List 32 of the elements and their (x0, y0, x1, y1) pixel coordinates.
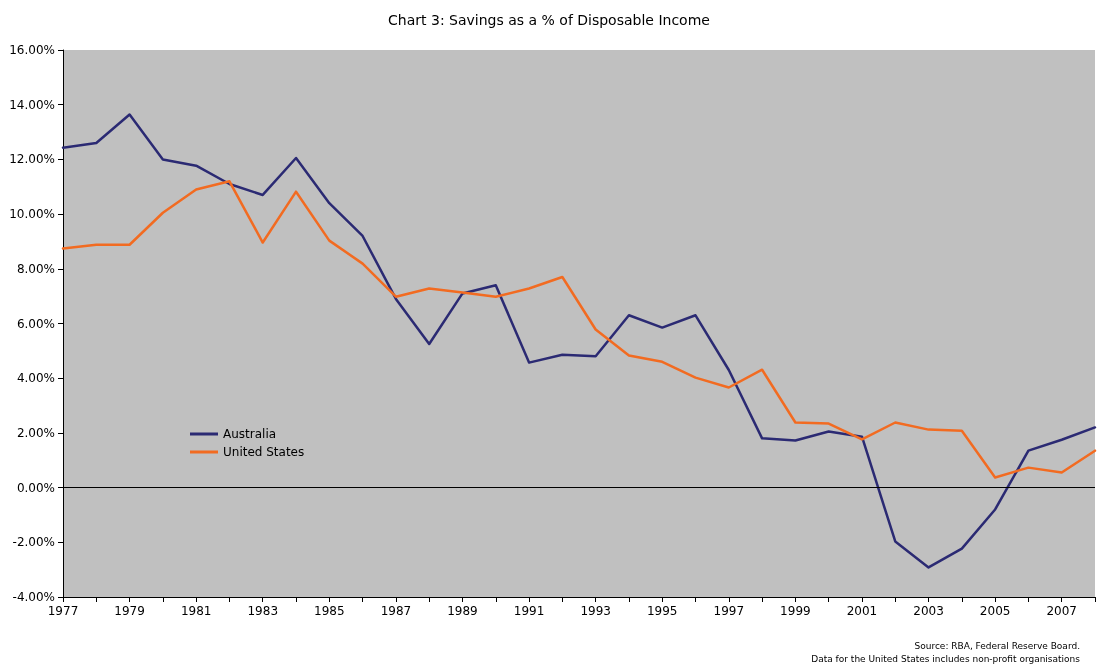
y-tick-label: 6.00% (16, 316, 55, 331)
x-tick-label: 1985 (314, 604, 345, 618)
y-tick-label: 8.00% (16, 261, 55, 276)
x-tick-label: 1989 (447, 604, 478, 618)
x-tick-label: 1997 (713, 604, 745, 618)
y-tick-label: -4.00% (12, 590, 55, 604)
y-tick-label: 10.00% (9, 207, 55, 222)
x-tick-label: 1977 (47, 604, 79, 618)
text: Data for the United States includes non-profit organisations (811, 653, 1081, 664)
x-tick-label: 2005 (979, 604, 1011, 618)
source-note: Source: RBA, Federal Reserve Board. (914, 640, 1081, 651)
x-tick-label: 2007 (1046, 604, 1077, 618)
x-tick-label: 1999 (780, 604, 811, 618)
x-tick-label: 1993 (580, 604, 611, 618)
legend-label: United States (223, 445, 305, 459)
chart-title: Chart 3: Savings as a % of Disposable Income (388, 12, 710, 28)
y-tick-label: 4.00% (16, 371, 55, 386)
x-tick-label: 1979 (114, 604, 145, 618)
x-tick-label: 2001 (846, 604, 878, 618)
x-tick-label: 1991 (513, 604, 545, 618)
x-tick-label: 2003 (913, 604, 944, 618)
x-tick-label: 1983 (247, 604, 279, 618)
y-tick-label: 0.00% (16, 480, 55, 495)
y-tick-label: -2.00% (12, 535, 55, 550)
y-tick-label: 12.00% (9, 152, 55, 167)
y-tick-label: 14.00% (9, 97, 55, 112)
y-tick-label: 16.00% (9, 43, 55, 57)
x-tick-label: 1987 (380, 604, 412, 618)
y-tick-label: 2.00% (16, 425, 55, 440)
x-tick-label: 1981 (180, 604, 212, 618)
x-tick-label: 1995 (646, 604, 678, 618)
legend-label: Australia (223, 427, 277, 441)
